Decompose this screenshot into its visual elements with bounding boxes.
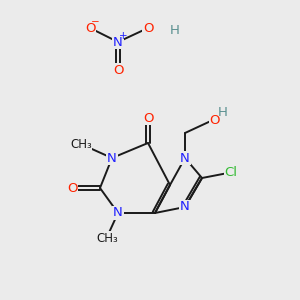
Text: O: O <box>67 182 77 194</box>
Text: Cl: Cl <box>224 167 238 179</box>
Text: N: N <box>107 152 117 164</box>
Text: H: H <box>170 23 180 37</box>
Text: N: N <box>180 152 190 164</box>
Text: O: O <box>85 22 95 34</box>
Text: −: − <box>91 17 99 27</box>
Text: N: N <box>180 200 190 214</box>
Text: N: N <box>113 35 123 49</box>
Text: N: N <box>113 206 123 220</box>
Text: CH₃: CH₃ <box>96 232 118 244</box>
Text: O: O <box>113 64 123 76</box>
Text: +: + <box>119 31 127 41</box>
Text: H: H <box>218 106 228 119</box>
Text: CH₃: CH₃ <box>70 139 92 152</box>
Text: O: O <box>143 22 153 34</box>
Text: O: O <box>143 112 153 124</box>
Text: O: O <box>210 113 220 127</box>
